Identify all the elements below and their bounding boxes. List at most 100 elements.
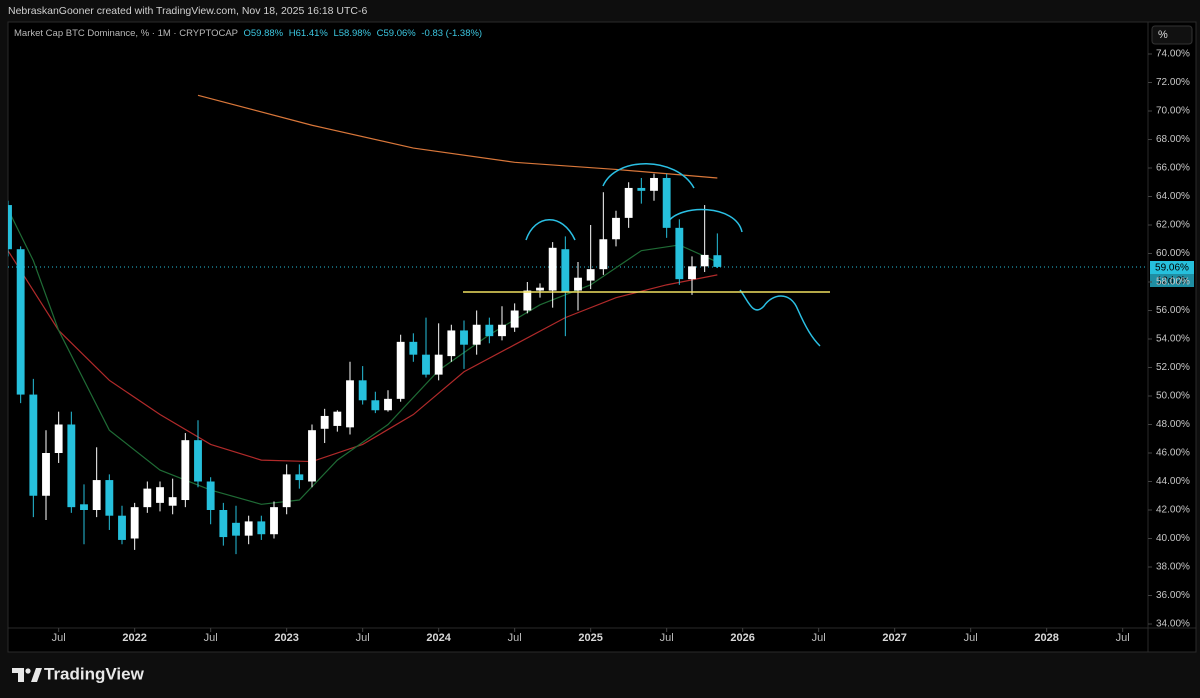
candle-body [485,324,494,337]
x-tick-label: Jul [964,632,978,644]
y-tick-label: 62.00% [1156,220,1190,231]
candle-body [434,354,443,375]
candle-body [523,290,532,311]
y-tick-label: 48.00% [1156,419,1190,430]
candle-body [118,515,126,540]
legend-low: L58.98% [333,28,371,39]
projection [739,289,821,347]
legend-high: H61.41% [289,28,329,39]
brand: TradingView [44,664,145,683]
candle-body [54,424,63,453]
x-tick-label: 2024 [426,632,451,644]
candle-body [396,341,405,399]
candle-body [713,255,722,267]
legend-change: -0.83 (-1.38%) [421,28,482,39]
x-tick-label: Jul [356,632,370,644]
candle-body [662,177,671,228]
candle-body [650,177,658,191]
drawings [463,163,830,347]
candle-body [536,287,544,291]
y-tick-label: 64.00% [1156,191,1190,202]
y-tick-label: 42.00% [1156,505,1190,516]
x-tick-label: Jul [1116,632,1130,644]
candle-body [8,205,12,250]
countdown-badge [1150,274,1194,287]
x-tick-label: 2025 [578,632,602,644]
moving-average [197,94,718,179]
y-tick-label: 40.00% [1156,533,1190,544]
y-tick-label: 74.00% [1156,49,1190,60]
x-tick-label: 2023 [274,632,298,644]
candle-body [130,507,139,539]
candle-body [29,394,38,496]
x-tick-label: Jul [52,632,66,644]
x-tick-label: 2027 [882,632,906,644]
candle-body [244,521,253,536]
unit-box[interactable] [1151,25,1193,45]
candle-body [409,341,418,355]
y-tick-label: 56.00% [1156,305,1190,316]
candle-body [612,217,620,240]
y-tick-label: 60.00% [1156,248,1190,259]
candle-body [156,487,164,503]
candle-body [637,187,646,191]
legend-title: Market Cap BTC Dominance, % · 1M · CRYPT… [14,28,238,39]
candle-body [599,239,608,270]
y-tick-label: 34.00% [1156,619,1190,630]
candle-body [295,474,304,481]
candle-body [194,440,202,482]
candle-body [257,521,266,535]
candle-body [282,474,291,508]
x-tick-label: 2028 [1034,632,1058,644]
candle-body [472,324,481,345]
candle-body [688,266,696,280]
x-tick-label: Jul [660,632,674,644]
candle-body [143,488,152,508]
candle-body [358,380,367,401]
candle-body [700,254,709,267]
moving-average [8,250,718,463]
candle-body [460,330,468,345]
y-tick-label: 52.00% [1156,362,1190,373]
legend-close: C59.06% [377,28,417,39]
legend-open: O59.88% [243,28,283,39]
y-tick-label: 46.00% [1156,448,1190,459]
legend: Market Cap BTC Dominance, % · 1M · CRYPT… [14,28,482,39]
candle-body [232,522,240,536]
y-tick-label: 68.00% [1156,134,1190,145]
y-tick-label: 66.00% [1156,163,1190,174]
candle-body [447,330,456,357]
candle-body [92,480,101,510]
logo-part [31,668,42,682]
candle-body [422,354,430,375]
logo-part [12,668,24,682]
y-tick-label: 70.00% [1156,106,1190,117]
candle-body [320,415,329,429]
x-tick-label: Jul [508,632,522,644]
candle-body [498,324,506,337]
candle-body [16,249,25,395]
candle-body [168,497,177,506]
plot-area [8,94,1148,555]
y-tick-label: 50.00% [1156,391,1190,402]
candle-body [206,481,215,510]
candle-body [219,510,228,538]
candle-body [586,269,595,281]
candle-body [624,187,633,218]
candle-body [548,247,557,291]
y-tick-label: 72.00% [1156,77,1190,88]
candle-body [181,440,190,501]
credit: NebraskanGooner created with TradingView… [8,5,367,17]
candle-body [346,380,354,428]
candle-body [42,453,50,496]
candle-body [67,424,76,508]
axis-unit[interactable]: % [1158,29,1168,41]
right-shoulder [667,208,743,233]
last-price: 59.06% [1155,263,1189,274]
brand-logo [12,668,42,682]
moving-average [8,209,718,505]
candle-body [675,227,684,280]
head [602,163,695,189]
